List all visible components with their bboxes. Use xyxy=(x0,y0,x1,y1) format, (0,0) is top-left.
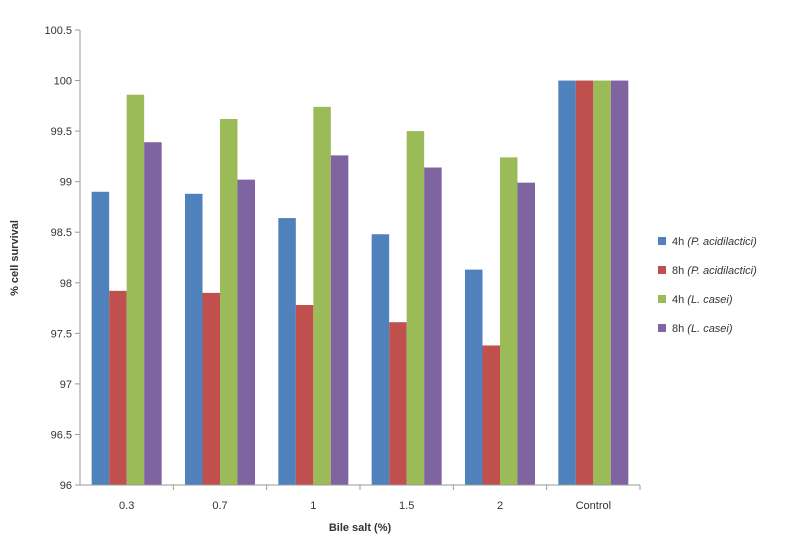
x-axis-ticks: 0.3 0.7 1 1.5 2 Control xyxy=(119,485,641,512)
y-tick-label: 100 xyxy=(54,76,72,88)
bar-3-0.7 xyxy=(220,118,238,485)
bar-3-1 xyxy=(313,106,331,485)
legend-entry-strain: (L. casei) xyxy=(687,323,733,335)
x-tick-label: 0.7 xyxy=(212,500,227,512)
x-tick-label: 2 xyxy=(497,500,503,512)
x-axis-title: Bile salt (%) xyxy=(329,522,392,534)
bar-2-0.3 xyxy=(109,290,127,485)
bar-1-0.3 xyxy=(91,191,110,485)
bar-2-2 xyxy=(482,345,500,485)
legend-entry-label: 4h (P. acidilactici) xyxy=(672,236,757,248)
x-tick-label: 0.3 xyxy=(119,500,134,512)
legend-entry-strain: (P. acidilactici) xyxy=(687,265,757,277)
bar-2-1 xyxy=(295,305,314,485)
bar-1-2 xyxy=(465,269,483,485)
legend-entry-time: 4h xyxy=(672,236,687,248)
legend-entry-label: 4h (L. casei) xyxy=(672,294,733,306)
bar-1-control xyxy=(558,80,576,486)
bar-2-1.5 xyxy=(389,322,407,485)
legend-swatch xyxy=(658,237,666,245)
bar-3-1.5 xyxy=(406,131,425,485)
y-tick-label: 99.5 xyxy=(51,126,72,138)
bar-4-2 xyxy=(517,182,535,485)
legend-swatch xyxy=(658,295,666,303)
bar-4-0.7 xyxy=(237,179,255,485)
y-tick-label: 98 xyxy=(60,278,72,290)
legend: 4h (P. acidilactici)8h (P. acidilactici)… xyxy=(658,236,757,335)
x-tick-label: 1.5 xyxy=(399,500,414,512)
bar-2-control xyxy=(575,80,594,486)
y-tick-label: 100.5 xyxy=(44,25,72,37)
bar-4-1 xyxy=(330,155,349,485)
bar-1-1 xyxy=(278,218,296,486)
bar-3-0.3 xyxy=(126,94,145,485)
legend-entry-time: 8h xyxy=(672,265,687,277)
legend-entry-label: 8h (L. casei) xyxy=(672,323,733,335)
legend-entry-time: 4h xyxy=(672,294,687,306)
bar-series xyxy=(91,80,629,486)
x-tick-label: Control xyxy=(576,500,611,512)
bar-2-0.7 xyxy=(202,292,220,485)
legend-entry-strain: (L. casei) xyxy=(687,294,733,306)
x-tick-label: 1 xyxy=(310,500,316,512)
y-tick-label: 96.5 xyxy=(51,429,72,441)
y-tick-label: 96 xyxy=(60,480,72,492)
y-tick-label: 97.5 xyxy=(51,328,72,340)
legend-swatch xyxy=(658,324,666,332)
legend-swatch xyxy=(658,266,666,274)
bar-4-0.3 xyxy=(144,142,162,485)
legend-entry-strain: (P. acidilactici) xyxy=(687,236,757,248)
y-axis-ticks: 96 96.5 97 97.5 98 98.5 99 99.5 100 100.5 xyxy=(44,25,80,492)
y-tick-label: 97 xyxy=(60,379,72,391)
bar-4-control xyxy=(610,80,629,486)
y-axis-title: % cell survival xyxy=(9,220,21,296)
bar-4-1.5 xyxy=(424,167,442,485)
y-tick-label: 99 xyxy=(60,177,72,189)
bar-1-1.5 xyxy=(371,234,390,485)
y-tick-label: 98.5 xyxy=(51,227,72,239)
bar-3-control xyxy=(593,80,611,486)
bar-1-0.7 xyxy=(185,193,203,486)
bar-3-2 xyxy=(500,157,518,485)
legend-entry-label: 8h (P. acidilactici) xyxy=(672,265,757,277)
legend-entry-time: 8h xyxy=(672,323,687,335)
